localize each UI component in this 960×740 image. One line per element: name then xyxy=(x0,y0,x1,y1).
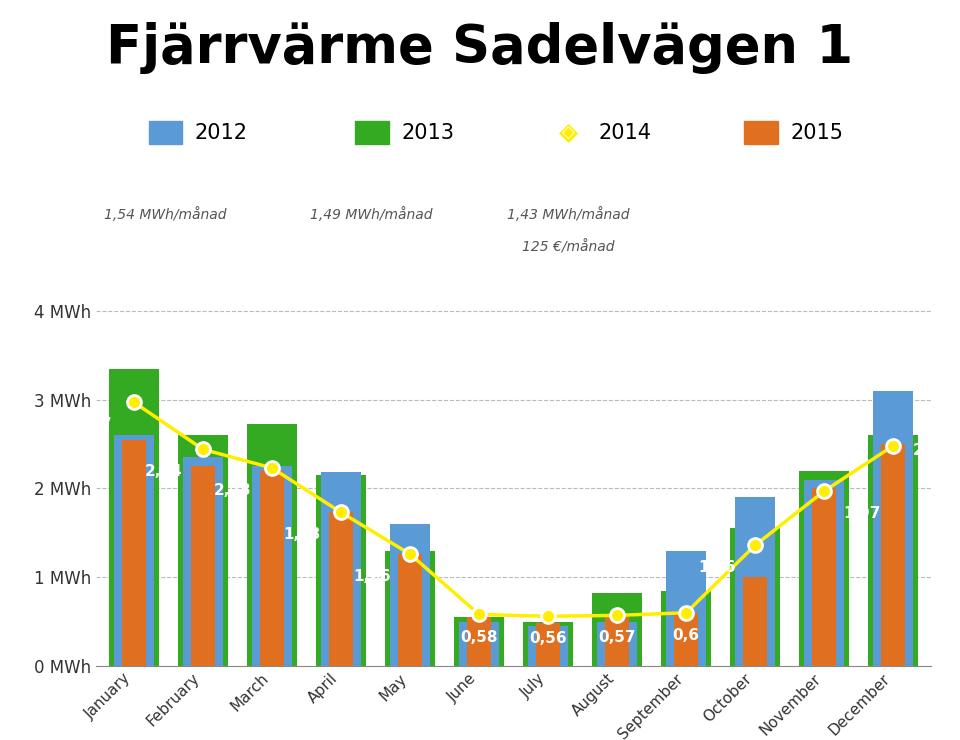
Bar xyxy=(731,528,780,666)
Bar xyxy=(812,488,836,666)
Bar xyxy=(179,435,228,666)
Text: 2,44: 2,44 xyxy=(145,465,182,480)
Bar xyxy=(329,512,353,666)
Bar xyxy=(869,435,918,666)
Text: 1,36: 1,36 xyxy=(698,560,736,575)
Text: 1,54 MWh/månad: 1,54 MWh/månad xyxy=(104,207,227,222)
Text: 1,73: 1,73 xyxy=(283,528,321,542)
Bar xyxy=(661,591,711,666)
Bar xyxy=(122,440,146,666)
Bar xyxy=(735,497,776,666)
Text: 125 €/månad: 125 €/månad xyxy=(522,240,614,255)
Bar xyxy=(191,466,215,666)
Bar xyxy=(385,551,435,666)
Bar xyxy=(597,622,637,666)
Bar xyxy=(804,480,844,666)
Text: 1,97: 1,97 xyxy=(844,506,881,521)
Bar xyxy=(114,435,154,666)
Text: 1,26: 1,26 xyxy=(353,569,391,584)
Text: 2014: 2014 xyxy=(598,123,651,144)
Bar xyxy=(454,617,504,666)
Bar xyxy=(523,622,573,666)
Text: 0,56: 0,56 xyxy=(529,631,567,646)
Bar xyxy=(743,577,767,666)
Bar xyxy=(881,444,905,666)
Text: 1,49 MWh/månad: 1,49 MWh/månad xyxy=(310,207,433,222)
Text: 0,57: 0,57 xyxy=(598,630,636,645)
Text: ◆: ◆ xyxy=(559,121,578,145)
Bar xyxy=(390,524,430,666)
Bar xyxy=(252,466,292,666)
Text: Fjärrvärme Sadelvägen 1: Fjärrvärme Sadelvägen 1 xyxy=(107,22,853,74)
Text: 1,43 MWh/månad: 1,43 MWh/månad xyxy=(507,207,630,222)
Bar xyxy=(605,617,629,666)
Text: ◇: ◇ xyxy=(562,124,575,142)
Bar xyxy=(247,425,297,666)
Text: 2013: 2013 xyxy=(401,123,454,144)
Text: 2012: 2012 xyxy=(195,123,248,144)
Bar xyxy=(260,471,284,666)
Bar xyxy=(459,622,499,666)
Text: 2,48: 2,48 xyxy=(913,443,950,458)
Bar xyxy=(800,471,849,666)
Bar xyxy=(666,551,707,666)
Bar xyxy=(674,613,698,666)
Bar xyxy=(592,593,642,666)
Bar xyxy=(109,369,158,666)
Bar xyxy=(528,626,568,666)
Bar xyxy=(398,554,422,666)
Text: 2015: 2015 xyxy=(790,123,843,144)
Bar xyxy=(467,617,492,666)
Bar xyxy=(536,623,561,666)
Bar xyxy=(316,475,366,666)
Bar xyxy=(183,457,223,666)
Bar xyxy=(321,472,361,666)
Text: 2,23: 2,23 xyxy=(213,483,252,498)
Text: 0,6: 0,6 xyxy=(673,628,700,643)
Bar xyxy=(874,391,913,666)
Text: 0,58: 0,58 xyxy=(461,630,498,645)
Text: 2,97: 2,97 xyxy=(74,417,112,432)
